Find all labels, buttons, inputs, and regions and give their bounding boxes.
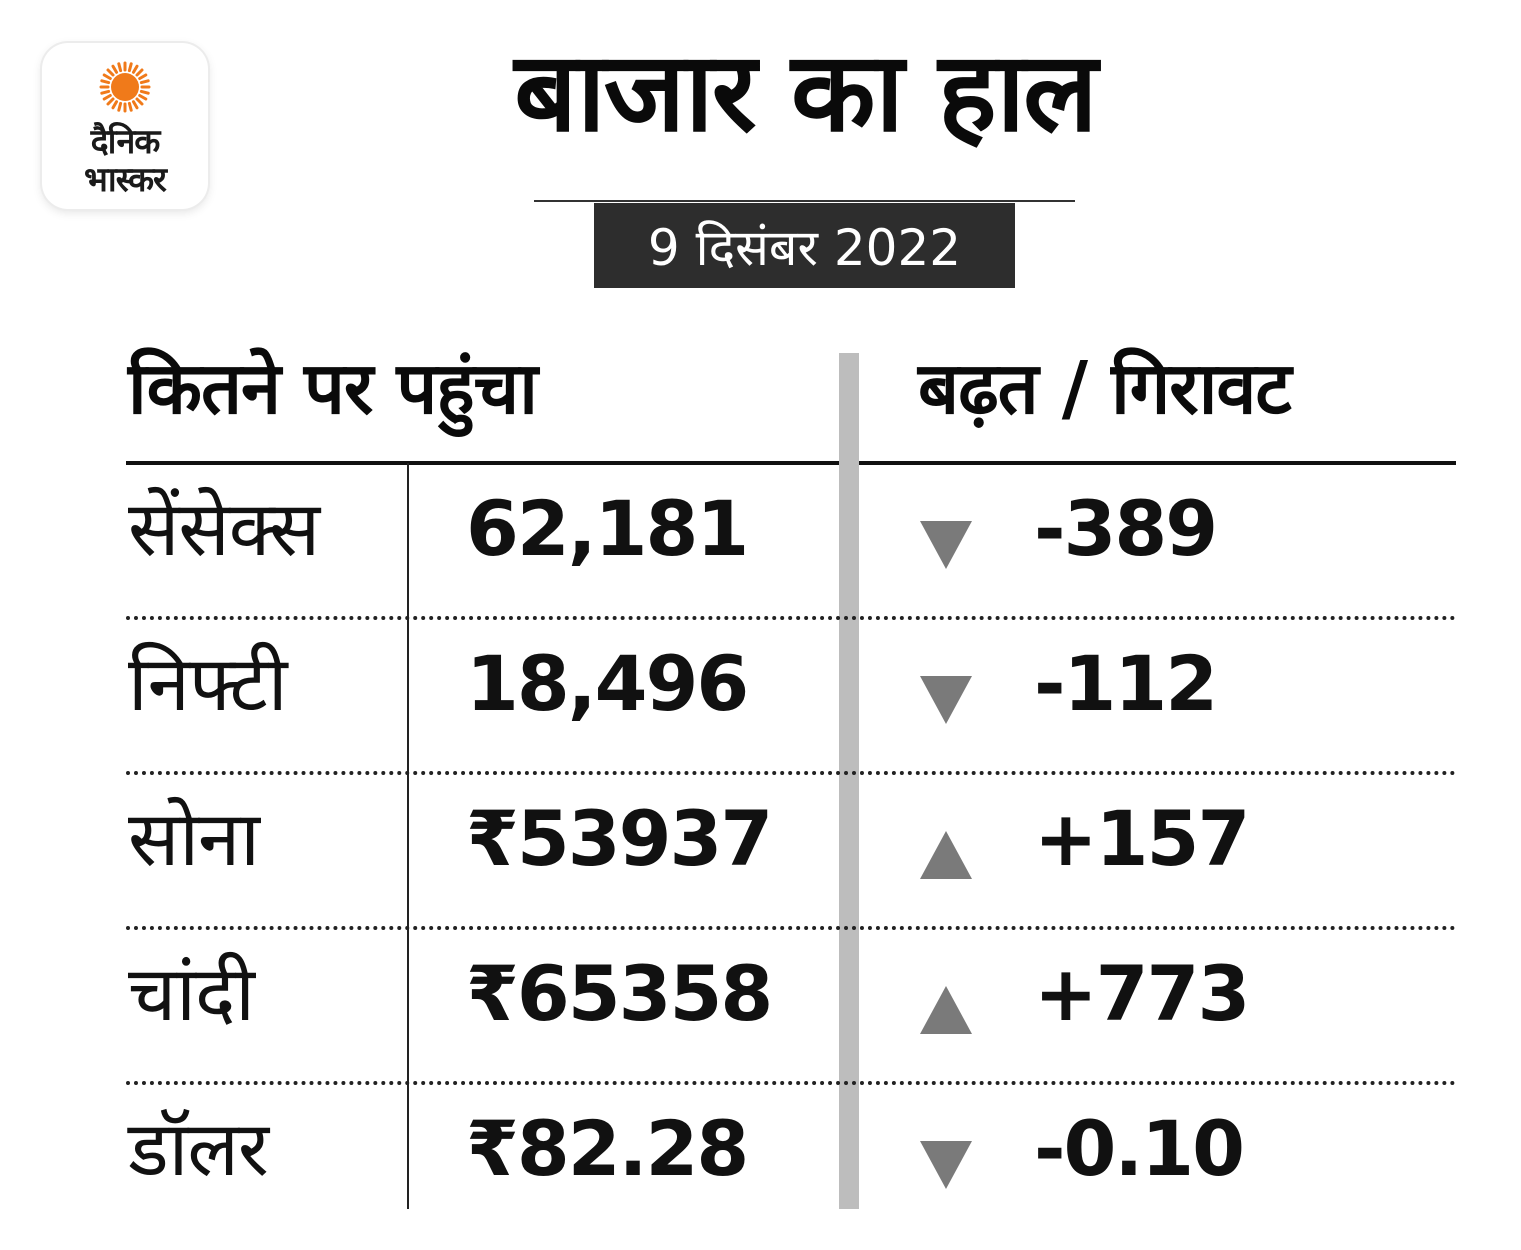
row-change: -112 (1034, 639, 1218, 728)
triangle-down-icon (918, 672, 974, 728)
row-name: चांदी (128, 949, 255, 1038)
logo-text-bhaskar: भास्कर (84, 160, 167, 200)
table-row: डॉलर ₹82.28 -0.10 (126, 1085, 1456, 1240)
triangle-up-icon (918, 982, 974, 1038)
triangle-up-icon (918, 827, 974, 883)
row-name: सोना (128, 794, 260, 883)
row-name: सेंसेक्स (128, 484, 320, 573)
logo-text-dainik: दैनिक (90, 122, 161, 162)
header-change: बढ़त / गिरावट (918, 346, 1292, 430)
row-divider (126, 771, 1456, 775)
row-change: +773 (1034, 949, 1250, 1038)
row-value: ₹65358 (466, 949, 773, 1038)
row-change: +157 (1034, 794, 1250, 883)
row-value: ₹82.28 (466, 1104, 749, 1193)
triangle-down-icon (918, 1137, 974, 1193)
row-name: डॉलर (128, 1104, 269, 1193)
table-row: निफ्टी 18,496 -112 (126, 620, 1456, 775)
table-row: सेंसेक्स 62,181 -389 (126, 465, 1456, 620)
row-divider (126, 616, 1456, 620)
row-value: ₹53937 (466, 794, 773, 883)
row-name: निफ्टी (128, 639, 287, 728)
title-divider (534, 200, 1075, 202)
row-divider (126, 926, 1456, 930)
row-change: -0.10 (1034, 1104, 1245, 1193)
center-divider (839, 353, 859, 1209)
page-title: बाजार का हाल (514, 28, 1097, 156)
triangle-down-icon (918, 517, 974, 573)
header-value: कितने पर पहुंचा (128, 346, 538, 430)
row-value: 18,496 (466, 639, 749, 728)
table-row: चांदी ₹65358 +773 (126, 930, 1456, 1085)
header-rule (126, 461, 1456, 465)
row-divider (126, 1081, 1456, 1085)
date-badge: 9 दिसंबर 2022 (594, 203, 1015, 288)
row-change: -389 (1034, 484, 1218, 573)
name-value-separator (407, 463, 409, 1209)
row-value: 62,181 (466, 484, 749, 573)
dainik-bhaskar-logo: दैनिक भास्कर (42, 43, 208, 209)
table-row: सोना ₹53937 +157 (126, 775, 1456, 930)
sun-icon (99, 61, 151, 113)
